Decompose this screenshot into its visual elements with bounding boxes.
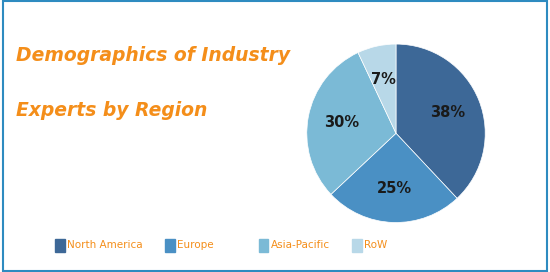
Text: Europe: Europe: [177, 240, 214, 250]
Wedge shape: [331, 133, 457, 222]
Text: RoW: RoW: [364, 240, 387, 250]
Wedge shape: [358, 44, 396, 133]
Text: Demographics of Industry: Demographics of Industry: [16, 46, 290, 65]
Text: North America: North America: [67, 240, 143, 250]
Text: 38%: 38%: [430, 106, 465, 120]
Text: 30%: 30%: [324, 115, 359, 130]
Wedge shape: [396, 44, 485, 198]
Text: Asia-Pacific: Asia-Pacific: [271, 240, 330, 250]
Text: 25%: 25%: [377, 181, 412, 196]
Text: Experts by Region: Experts by Region: [16, 101, 208, 120]
Text: 7%: 7%: [371, 72, 397, 87]
Wedge shape: [307, 52, 396, 194]
